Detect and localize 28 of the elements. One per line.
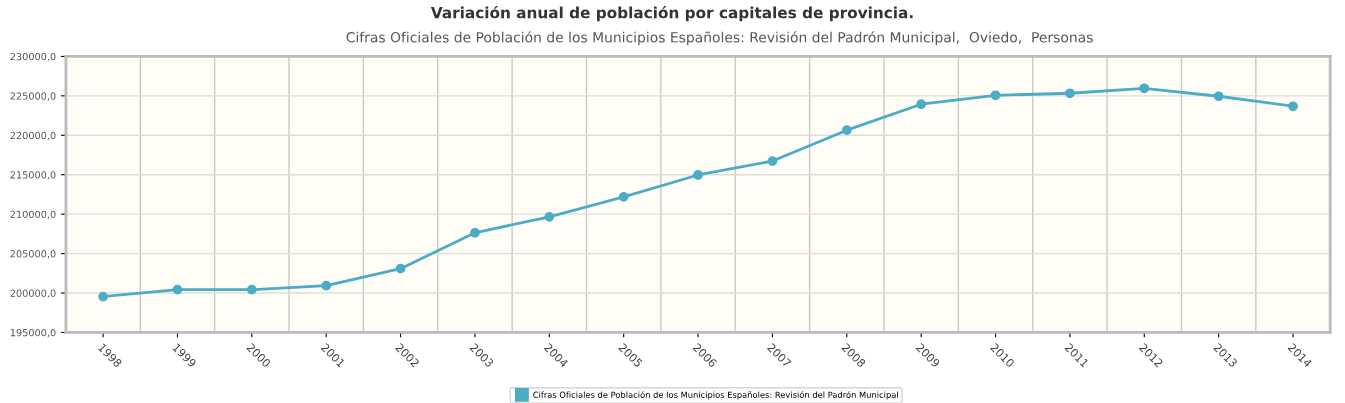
y-tick-label: 195000,0 — [10, 328, 56, 338]
point — [544, 211, 555, 222]
y-tick-label: 205000,0 — [10, 250, 56, 259]
point — [1065, 88, 1075, 99]
y-tick-label: 220000,0 — [10, 131, 56, 141]
point — [693, 170, 703, 180]
chart-subtitle: Cifras Oficiales de Población de los Municipios Españoles: Revisión del Padrón Municipal, Oviedo, Personas — [346, 31, 1093, 46]
chart-title: Variación anual de población por capitales de provincia. — [430, 5, 913, 22]
point — [321, 280, 332, 291]
y-tick-label: 215000,0 — [10, 171, 56, 180]
legend-label: Cifras Oficiales de Población de los Municipios Españoles: Revisión del Padrón Municipal — [533, 391, 898, 400]
y-tick-label: 210000,0 — [10, 210, 56, 219]
point — [618, 192, 629, 202]
point — [172, 284, 183, 295]
point — [98, 291, 108, 302]
point — [470, 227, 480, 238]
point — [841, 125, 852, 136]
point — [1213, 91, 1224, 102]
point — [395, 263, 406, 274]
point — [1139, 83, 1150, 94]
point — [1288, 101, 1298, 112]
y-tick-label: 225000,0 — [10, 92, 56, 101]
y-tick-label: 230000,0 — [10, 52, 56, 62]
y-tick-label: 200000,0 — [10, 289, 56, 298]
point — [916, 99, 927, 110]
point — [990, 90, 1001, 101]
point — [246, 284, 257, 295]
point — [767, 156, 778, 166]
